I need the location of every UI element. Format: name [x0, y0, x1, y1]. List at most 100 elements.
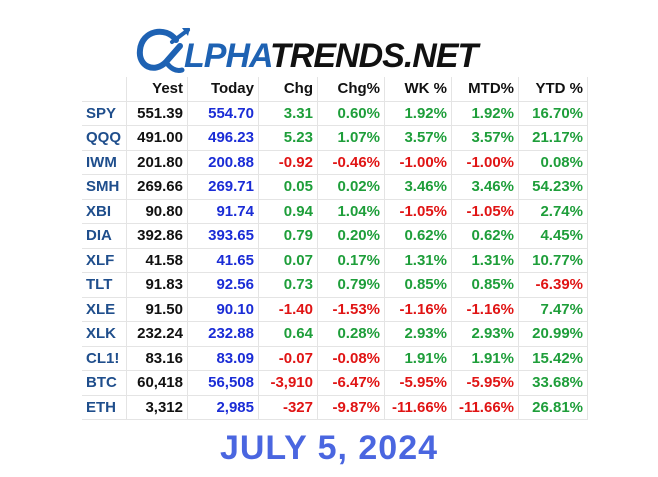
table-row: TLT 91.83 92.56 0.73 0.79% 0.85% 0.85% -6.39%	[82, 272, 588, 298]
yest-cell: 201.80	[126, 149, 188, 175]
header-ytd-pct: YTD %	[518, 77, 588, 102]
mtd-pct-cell: -1.16%	[451, 296, 519, 322]
table-row: ETH 3,312 2,985 -327 -9.87% -11.66% -11.66% 26.…	[82, 394, 588, 420]
quotes-body: SPY 551.39 554.70 3.31 0.60% 1.92% 1.92% 16.70%…	[82, 100, 588, 420]
yest-cell: 551.39	[126, 100, 188, 126]
mtd-pct-cell: 3.46%	[451, 174, 519, 200]
chg-pct-cell: -0.46%	[317, 149, 385, 175]
mtd-pct-cell: 2.93%	[451, 321, 519, 347]
ytd-pct-cell: 20.99%	[518, 321, 588, 347]
wk-pct-cell: 1.31%	[384, 247, 452, 273]
chg-cell: 0.64	[258, 321, 318, 347]
today-cell: 90.10	[187, 296, 259, 322]
today-cell: 232.88	[187, 321, 259, 347]
chg-cell: -327	[258, 394, 318, 420]
symbol-cell: XLF	[82, 247, 127, 273]
mtd-pct-cell: -1.05%	[451, 198, 519, 224]
symbol-cell: XLE	[82, 296, 127, 322]
symbol-cell: BTC	[82, 370, 127, 396]
chg-pct-cell: 1.04%	[317, 198, 385, 224]
ytd-pct-cell: 54.23%	[518, 174, 588, 200]
wk-pct-cell: 3.57%	[384, 125, 452, 151]
chg-pct-cell: -0.08%	[317, 345, 385, 371]
wk-pct-cell: -1.00%	[384, 149, 452, 175]
mtd-pct-cell: 0.85%	[451, 272, 519, 298]
yest-cell: 41.58	[126, 247, 188, 273]
yest-cell: 91.50	[126, 296, 188, 322]
ytd-pct-cell: -6.39%	[518, 272, 588, 298]
chg-cell: -3,910	[258, 370, 318, 396]
header-today: Today	[187, 77, 259, 102]
table-row: CL1! 83.16 83.09 -0.07 -0.08% 1.91% 1.91% 15.42…	[82, 345, 588, 371]
today-cell: 91.74	[187, 198, 259, 224]
wk-pct-cell: 0.62%	[384, 223, 452, 249]
ytd-pct-cell: 4.45%	[518, 223, 588, 249]
table-row: BTC 60,418 56,508 -3,910 -6.47% -5.95% -5.95% 3…	[82, 370, 588, 396]
chg-cell: -1.40	[258, 296, 318, 322]
symbol-cell: XBI	[82, 198, 127, 224]
symbol-cell: IWM	[82, 149, 127, 175]
today-cell: 83.09	[187, 345, 259, 371]
symbol-cell: QQQ	[82, 125, 127, 151]
ytd-pct-cell: 26.81%	[518, 394, 588, 420]
chg-pct-cell: 0.20%	[317, 223, 385, 249]
market-quotes-table: Yest Today Chg Chg% WK % MTD% YTD % SPY 5…	[82, 77, 588, 420]
symbol-cell: ETH	[82, 394, 127, 420]
ytd-pct-cell: 7.47%	[518, 296, 588, 322]
mtd-pct-cell: -11.66%	[451, 394, 519, 420]
table-row: XLE 91.50 90.10 -1.40 -1.53% -1.16% -1.16% 7.47…	[82, 296, 588, 322]
wk-pct-cell: 2.93%	[384, 321, 452, 347]
chg-pct-cell: 0.79%	[317, 272, 385, 298]
chg-pct-cell: 1.07%	[317, 125, 385, 151]
yest-cell: 90.80	[126, 198, 188, 224]
header-yest: Yest	[126, 77, 188, 102]
today-cell: 56,508	[187, 370, 259, 396]
today-cell: 2,985	[187, 394, 259, 420]
wk-pct-cell: -1.16%	[384, 296, 452, 322]
table-row: DIA 392.86 393.65 0.79 0.20% 0.62% 0.62% 4.45%	[82, 223, 588, 249]
today-cell: 496.23	[187, 125, 259, 151]
header-wk-pct: WK %	[384, 77, 452, 102]
logo-alpha-text: LPHA	[184, 37, 271, 75]
wk-pct-cell: -11.66%	[384, 394, 452, 420]
symbol-cell: DIA	[82, 223, 127, 249]
header-mtd-pct: MTD%	[451, 77, 519, 102]
chg-pct-cell: -1.53%	[317, 296, 385, 322]
table-row: IWM 201.80 200.88 -0.92 -0.46% -1.00% -1.00% 0.…	[82, 149, 588, 175]
chg-pct-cell: 0.60%	[317, 100, 385, 126]
logo-wordmark: LPHATRENDS.NET	[184, 36, 478, 76]
yest-cell: 491.00	[126, 125, 188, 151]
table-row: XBI 90.80 91.74 0.94 1.04% -1.05% -1.05% 2.74%	[82, 198, 588, 224]
today-cell: 92.56	[187, 272, 259, 298]
chg-cell: 5.23	[258, 125, 318, 151]
header-symbol	[82, 77, 127, 102]
yest-cell: 232.24	[126, 321, 188, 347]
ytd-pct-cell: 16.70%	[518, 100, 588, 126]
chg-cell: 3.31	[258, 100, 318, 126]
header-chg-pct: Chg%	[317, 77, 385, 102]
today-cell: 269.71	[187, 174, 259, 200]
chg-cell: -0.07	[258, 345, 318, 371]
yest-cell: 392.86	[126, 223, 188, 249]
ytd-pct-cell: 15.42%	[518, 345, 588, 371]
symbol-cell: CL1!	[82, 345, 127, 371]
ytd-pct-cell: 0.08%	[518, 149, 588, 175]
yest-cell: 91.83	[126, 272, 188, 298]
mtd-pct-cell: 0.62%	[451, 223, 519, 249]
date-label: JULY 5, 2024	[219, 429, 439, 467]
yest-cell: 60,418	[126, 370, 188, 396]
table-row: QQQ 491.00 496.23 5.23 1.07% 3.57% 3.57% 21.17%	[82, 125, 588, 151]
ytd-pct-cell: 2.74%	[518, 198, 588, 224]
table-row: SMH 269.66 269.71 0.05 0.02% 3.46% 3.46% 54.23%	[82, 174, 588, 200]
wk-pct-cell: -1.05%	[384, 198, 452, 224]
alphatrends-logo: LPHATRENDS.NET	[136, 22, 506, 76]
ytd-pct-cell: 10.77%	[518, 247, 588, 273]
mtd-pct-cell: -5.95%	[451, 370, 519, 396]
chg-pct-cell: 0.28%	[317, 321, 385, 347]
chg-pct-cell: 0.02%	[317, 174, 385, 200]
mtd-pct-cell: 3.57%	[451, 125, 519, 151]
chg-cell: -0.92	[258, 149, 318, 175]
ytd-pct-cell: 21.17%	[518, 125, 588, 151]
wk-pct-cell: -5.95%	[384, 370, 452, 396]
logo-trends-text: TRENDS.NET	[270, 37, 478, 75]
